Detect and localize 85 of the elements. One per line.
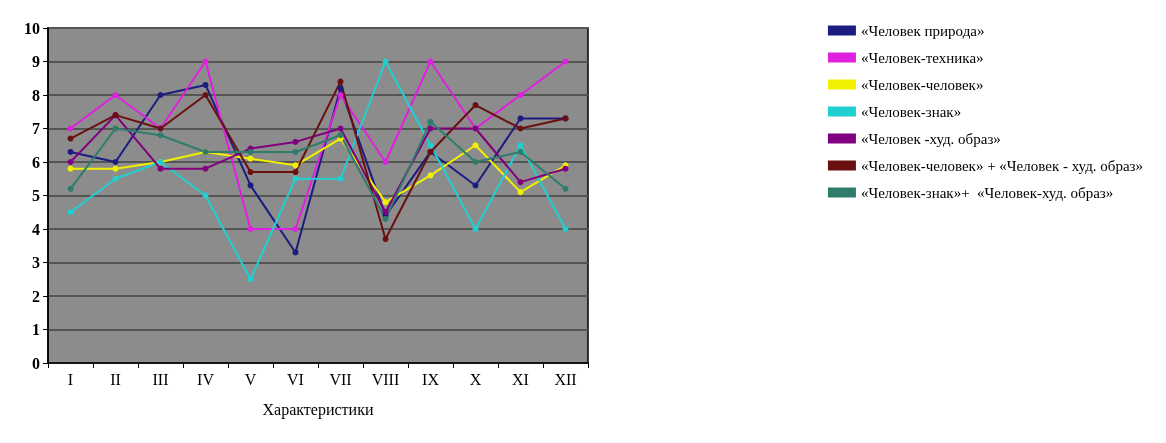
point bbox=[337, 125, 344, 132]
point bbox=[382, 236, 389, 243]
y-tick-label: 3 bbox=[32, 254, 40, 271]
point bbox=[562, 226, 569, 232]
legend-label: «Человек природа» bbox=[860, 22, 985, 39]
y-tick-label: 9 bbox=[32, 53, 40, 70]
point bbox=[157, 92, 164, 98]
x-tick-label: II bbox=[110, 370, 121, 388]
legend-label: «Человек-знак»+ «Человек-худ. образ» bbox=[860, 184, 1114, 201]
legend-label: «Человек-знак» bbox=[860, 103, 962, 120]
point bbox=[427, 58, 434, 65]
point bbox=[382, 199, 389, 206]
point bbox=[517, 125, 524, 132]
point bbox=[337, 85, 344, 92]
x-tick-label: IX bbox=[422, 370, 440, 388]
point bbox=[472, 142, 479, 149]
x-tick-label: IV bbox=[197, 370, 215, 388]
point bbox=[382, 159, 389, 165]
point bbox=[67, 185, 74, 192]
point bbox=[517, 148, 524, 155]
point bbox=[112, 175, 119, 182]
point bbox=[427, 118, 434, 125]
x-tick-label: VII bbox=[329, 370, 352, 388]
legend-label: «Человек-человек» + «Человек - худ. образ» bbox=[860, 157, 1144, 174]
point bbox=[202, 81, 209, 88]
legend-label: «Человек-человек» bbox=[860, 76, 984, 93]
point bbox=[292, 175, 299, 182]
point bbox=[472, 159, 479, 165]
point bbox=[67, 135, 74, 142]
legend-label: «Человек-техника» bbox=[860, 49, 984, 66]
x-tick-label: XII bbox=[554, 370, 577, 388]
y-tick-label: 7 bbox=[32, 120, 40, 137]
point bbox=[382, 58, 389, 65]
y-tick-label: 2 bbox=[32, 287, 40, 305]
y-tick-label: 10 bbox=[24, 19, 40, 37]
x-tick-label: I bbox=[67, 370, 74, 388]
point bbox=[292, 249, 299, 256]
point bbox=[67, 209, 74, 216]
point bbox=[247, 276, 254, 283]
point bbox=[517, 115, 524, 122]
point bbox=[517, 179, 524, 186]
point bbox=[562, 58, 569, 65]
point bbox=[337, 78, 344, 85]
point bbox=[472, 226, 479, 232]
point bbox=[247, 182, 254, 189]
x-tick-label: X bbox=[469, 370, 482, 388]
y-tick-label: 0 bbox=[32, 354, 40, 372]
point bbox=[337, 175, 344, 182]
point bbox=[67, 159, 74, 165]
point bbox=[67, 148, 74, 155]
point bbox=[292, 226, 299, 232]
y-tick-label: 1 bbox=[32, 321, 40, 338]
point bbox=[427, 125, 434, 132]
x-tick-label: XI bbox=[512, 370, 529, 388]
point bbox=[517, 92, 524, 98]
point bbox=[292, 169, 299, 176]
point bbox=[112, 92, 119, 98]
point bbox=[517, 142, 524, 149]
point bbox=[517, 189, 524, 196]
point bbox=[337, 92, 344, 98]
point bbox=[247, 226, 254, 232]
y-tick-label: 6 bbox=[32, 153, 40, 171]
x-axis-title: Характеристики bbox=[262, 400, 374, 419]
point bbox=[562, 185, 569, 192]
point bbox=[112, 125, 119, 132]
point bbox=[67, 125, 74, 132]
point bbox=[202, 92, 209, 98]
point bbox=[292, 138, 299, 145]
point bbox=[472, 102, 479, 109]
x-tick-label: III bbox=[152, 370, 169, 388]
x-tick-label: VI bbox=[287, 370, 304, 388]
point bbox=[202, 58, 209, 65]
y-tick-label: 8 bbox=[32, 86, 40, 104]
x-tick-label: V bbox=[244, 370, 257, 388]
point bbox=[292, 148, 299, 155]
legend-label: «Человек -худ. образ» bbox=[860, 130, 1001, 147]
point bbox=[112, 159, 119, 165]
point bbox=[157, 132, 164, 139]
x-tick-label: VIII bbox=[371, 370, 400, 388]
y-tick-label: 4 bbox=[32, 220, 40, 238]
point bbox=[202, 192, 209, 199]
point bbox=[472, 182, 479, 189]
y-tick-label: 5 bbox=[32, 187, 40, 204]
point bbox=[247, 169, 254, 176]
point bbox=[427, 142, 434, 149]
